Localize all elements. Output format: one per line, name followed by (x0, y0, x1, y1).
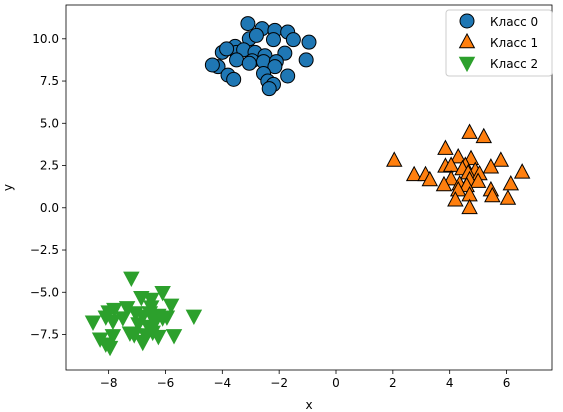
y-tick-label: 10.0 (32, 32, 59, 46)
scatter-point-class-0 (267, 59, 283, 75)
scatter-point-class-0 (265, 32, 281, 48)
scatter-point-class-1 (447, 191, 464, 207)
scatter-point-class-2 (162, 298, 180, 315)
legend-label-1: Класс 1 (490, 36, 538, 50)
x-tick-label: 4 (446, 376, 454, 390)
scatter-point-class-1 (469, 172, 487, 188)
x-tick-label: 0 (332, 376, 340, 390)
scatter-point-class-1 (405, 165, 423, 182)
scatter-point-class-2 (101, 340, 119, 357)
scatter-point-class-1 (502, 175, 520, 191)
y-tick-label: 7.5 (40, 74, 59, 88)
scatter-point-class-1 (421, 170, 439, 187)
scatter-point-class-0 (204, 57, 220, 73)
chart-marks (84, 16, 531, 357)
y-axis-label: y (1, 184, 15, 191)
scatter-point-class-1 (461, 198, 478, 215)
scatter-point-class-1 (386, 151, 403, 167)
scatter-point-class-2 (123, 271, 140, 288)
y-tick-label: 0.0 (40, 201, 59, 215)
legend-label-2: Класс 2 (490, 57, 538, 71)
scatter-point-class-1 (499, 189, 517, 205)
y-tick-label: −2.5 (30, 243, 59, 257)
scatter-point-class-0 (226, 71, 242, 87)
scatter-point-class-2 (185, 309, 203, 326)
scatter-point-class-0 (301, 34, 317, 50)
scatter-point-class-1 (484, 186, 501, 203)
scatter-point-class-1 (475, 127, 493, 144)
scatter-point-class-1 (492, 151, 510, 167)
chart-legend: Класс 0 Класс 1 Класс 2 (445, 9, 553, 77)
scatter-point-class-2 (104, 329, 122, 345)
y-tick-label: 5.0 (40, 116, 59, 130)
legend-marker-1 (458, 32, 476, 49)
y-tick-label: −7.5 (30, 328, 59, 342)
scatter-point-class-2 (134, 335, 151, 352)
scatter-point-class-0 (285, 32, 301, 48)
y-tick-label: −5.0 (30, 285, 59, 299)
scatter-point-class-0 (219, 41, 235, 57)
scatter-point-class-1 (513, 163, 531, 179)
scatter-point-class-0 (261, 81, 277, 97)
scatter-point-class-2 (150, 329, 167, 346)
scatter-point-class-1 (435, 175, 453, 192)
x-tick-label: 2 (389, 376, 397, 390)
scatter-point-class-1 (442, 169, 460, 186)
x-tick-label: −4 (213, 376, 231, 390)
x-tick-label: −2 (270, 376, 288, 390)
x-tick-label: −6 (157, 376, 175, 390)
x-tick-label: 6 (503, 376, 511, 390)
legend-marker-2 (458, 56, 476, 73)
scatter-point-class-0 (248, 27, 264, 43)
scatter-point-class-2 (143, 292, 160, 309)
scatter-point-class-0 (229, 52, 245, 68)
scatter-point-class-1 (437, 139, 454, 155)
chart-axes: −8 −6 −4 −2 0 2 4 6 −7.5 −5.0 −2.5 0.0 2.5 5.0 7.5 10.0 (30, 32, 510, 390)
scatter-point-class-0 (298, 52, 314, 68)
scatter-point-class-0 (240, 16, 256, 32)
scatter-point-class-1 (449, 180, 467, 197)
x-axis-label: x (305, 398, 312, 412)
scatter-point-class-1 (449, 147, 467, 164)
scatter-point-class-2 (134, 309, 151, 326)
scatter-point-class-0 (241, 55, 257, 71)
scatter-point-class-1 (482, 158, 500, 174)
scatter-point-class-2 (84, 315, 102, 331)
plot-frame (65, 4, 553, 371)
scatter-point-class-0 (280, 68, 296, 84)
scatter-point-class-1 (461, 123, 478, 139)
scatter-point-class-2 (104, 314, 122, 331)
legend-marker-0 (459, 13, 475, 29)
legend-label-0: Класс 0 (490, 15, 538, 29)
scatter-point-class-2 (165, 329, 183, 345)
x-tick-label: −8 (100, 376, 118, 390)
y-tick-label: 2.5 (40, 159, 59, 173)
